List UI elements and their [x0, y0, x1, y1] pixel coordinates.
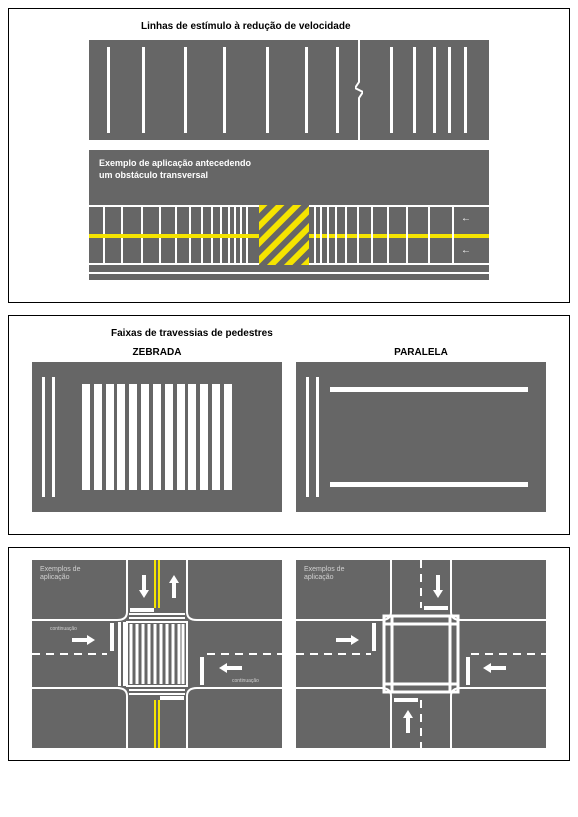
arrow-icon: ← — [461, 213, 471, 224]
caption-line2: um obstáculo transversal — [99, 170, 208, 180]
diagram1b-caption: Exemplo de aplicação antecedendo um obst… — [99, 158, 251, 181]
svg-text:continuação: continuação — [232, 678, 259, 684]
svg-text:continuação: continuação — [50, 626, 77, 632]
diagram-zebra — [32, 362, 282, 512]
zebra-label: ZEBRADA — [32, 347, 282, 358]
panel-speed-reduction: Linhas de estímulo à redução de velocida… — [8, 8, 570, 303]
panel-intersections: Exemplos de aplicação — [8, 547, 570, 761]
parallel-line-top — [330, 387, 528, 392]
bottom-edge — [89, 272, 489, 274]
caption-line1: Exemplo de aplicação antecedendo — [99, 158, 251, 168]
panel-pedestrian-crossings: Faixas de travessias de pedestres ZEBRAD… — [8, 315, 570, 535]
hazard-obstacle — [259, 205, 309, 265]
arrow-icon: ← — [461, 245, 471, 256]
panel1-title: Linhas de estímulo à redução de velocida… — [141, 21, 557, 32]
intersection-zebra: Exemplos de aplicação — [32, 560, 282, 748]
stopline — [42, 377, 45, 497]
intersection-parallel: Exemplos de aplicação — [296, 560, 546, 748]
panel2-title: Faixas de travessias de pedestres — [111, 328, 557, 339]
approach-right — [314, 205, 464, 265]
zebra-stripes — [82, 384, 232, 490]
stopline — [306, 377, 309, 497]
diagram-parallel — [296, 362, 546, 512]
parallel-label: PARALELA — [296, 347, 546, 358]
diagram-speed-lines — [89, 40, 489, 140]
col-parallel: PARALELA — [296, 347, 546, 522]
parallel-line-bottom — [330, 482, 528, 487]
stopline — [52, 377, 55, 497]
col-zebra: ZEBRADA — [32, 347, 282, 522]
diagram-obstacle-approach: Exemplo de aplicação antecedendo um obst… — [89, 150, 489, 280]
stopline — [316, 377, 319, 497]
